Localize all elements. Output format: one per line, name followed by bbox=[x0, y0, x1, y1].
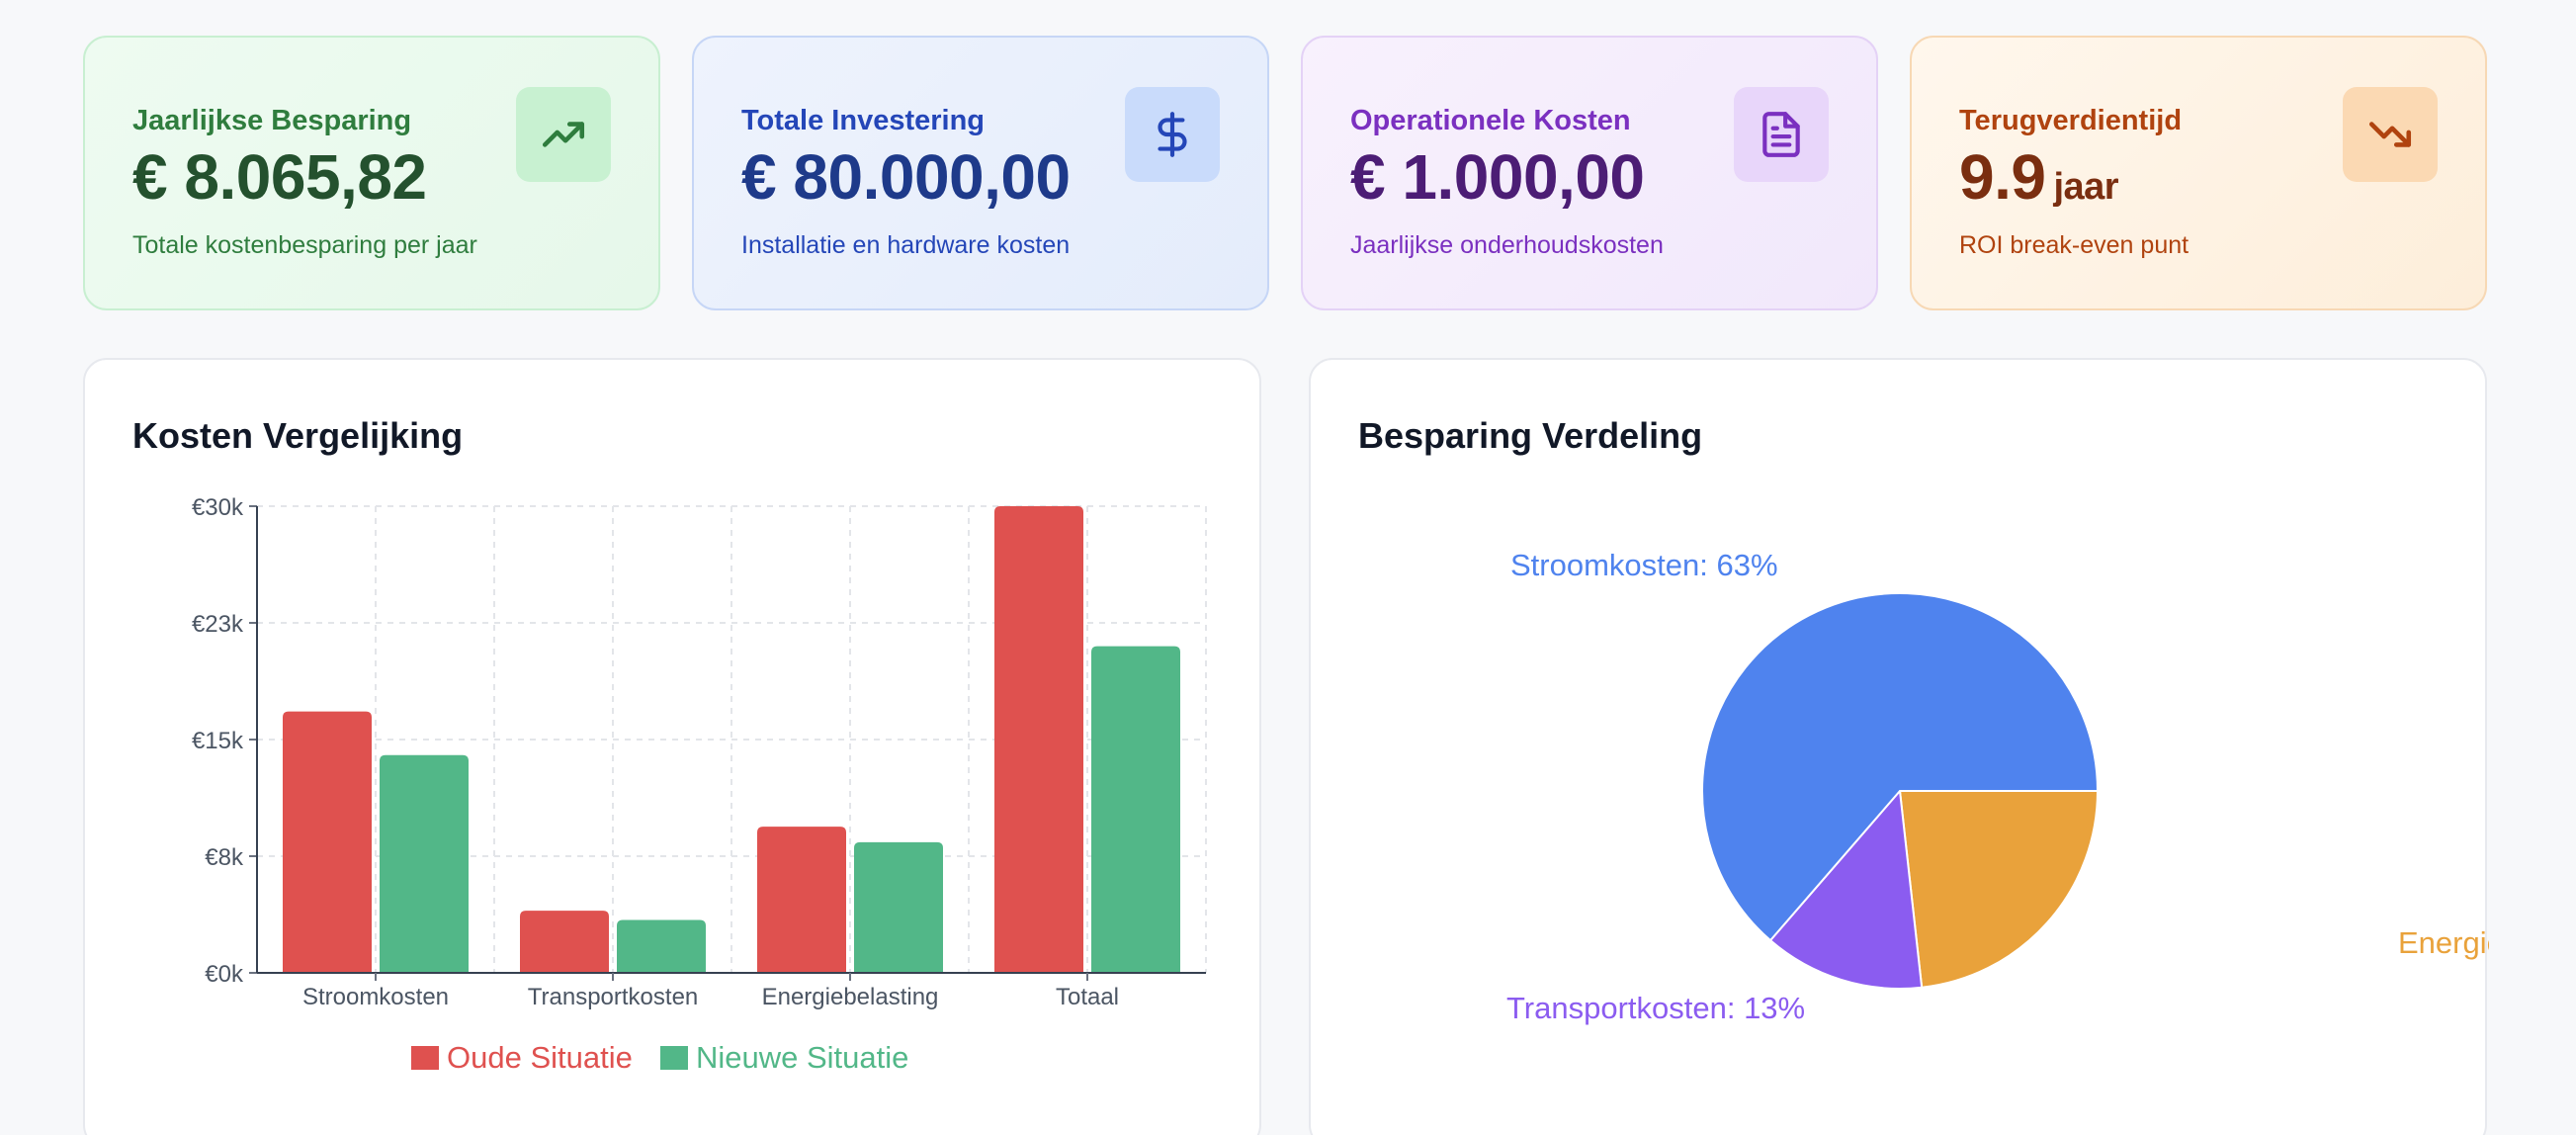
stat-value: € 1.000,00 bbox=[1350, 141, 1645, 213]
stat-subtitle: Installatie en hardware kosten bbox=[741, 231, 1071, 259]
stat-card-operational-costs: Operationele Kosten € 1.000,00 Jaarlijks… bbox=[1301, 36, 1878, 310]
x-tick-label: Stroomkosten bbox=[302, 984, 449, 1010]
pie-slice-transportkosten[interactable] bbox=[1768, 788, 1924, 990]
stat-unit: jaar bbox=[2053, 166, 2119, 208]
cost-comparison-panel: Kosten Vergelijking €0k €8k €15k €23k €30k St… bbox=[83, 358, 1261, 1135]
stat-title: Terugverdientijd bbox=[1959, 105, 2183, 136]
y-tick-label: €23k bbox=[192, 611, 244, 638]
stat-card-annual-savings: Jaarlijkse Besparing € 8.065,82 Totale k… bbox=[83, 36, 660, 310]
stat-title: Operationele Kosten bbox=[1350, 105, 1631, 136]
trending-up-icon bbox=[516, 87, 611, 182]
document-icon bbox=[1734, 87, 1829, 182]
legend-label-new: Nieuwe Situatie bbox=[696, 1040, 908, 1075]
savings-split-chart: Stroomkosten: 63% Energiebelasting: 23% Tr… bbox=[1506, 548, 2489, 1025]
legend-swatch-new bbox=[660, 1046, 688, 1070]
bar-old-situation[interactable] bbox=[994, 506, 1083, 973]
bar-new-situation[interactable] bbox=[1091, 646, 1180, 973]
trending-down-icon bbox=[2343, 87, 2438, 182]
x-tick-label: Totaal bbox=[1056, 984, 1119, 1010]
stat-value: € 8.065,82 bbox=[132, 141, 427, 213]
dollar-icon bbox=[1125, 87, 1220, 182]
stat-subtitle: Jaarlijkse onderhoudskosten bbox=[1350, 231, 1664, 259]
y-tick-label: €8k bbox=[205, 844, 244, 871]
stat-title: Jaarlijkse Besparing bbox=[132, 105, 412, 136]
bar-new-situation[interactable] bbox=[380, 754, 469, 973]
bar-new-situation[interactable] bbox=[854, 841, 943, 973]
stat-card-payback-period: Terugverdientijd 9.9 jaar ROI break-even … bbox=[1910, 36, 2487, 310]
stat-value: € 80.000,00 bbox=[741, 141, 1071, 213]
y-tick-label: €0k bbox=[205, 961, 244, 988]
pie-label-stroomkosten: Stroomkosten: 63% bbox=[1510, 548, 1778, 582]
y-tick-label: €30k bbox=[192, 494, 244, 521]
bar-old-situation[interactable] bbox=[283, 711, 372, 973]
stat-subtitle: Totale kostenbesparing per jaar bbox=[132, 231, 477, 259]
stat-title: Totale Investering bbox=[741, 105, 986, 136]
legend-label-old: Oude Situatie bbox=[447, 1040, 633, 1075]
savings-split-panel: Besparing Verdeling Stroomkosten: 63% Ene… bbox=[1309, 358, 2489, 1135]
stat-subtitle: ROI break-even punt bbox=[1959, 231, 2190, 259]
stat-value: 9.9 jaar bbox=[1959, 141, 2119, 213]
panel-title: Kosten Vergelijking bbox=[132, 415, 464, 456]
pie-label-energiebelasting: Energiebelasting: 23% bbox=[2398, 925, 2489, 960]
stat-card-total-investment: Totale Investering € 80.000,00 Installat… bbox=[692, 36, 1269, 310]
cost-comparison-chart: €0k €8k €15k €23k €30k Stroomkosten Transportk… bbox=[192, 494, 1207, 1075]
x-tick-label: Energiebelasting bbox=[762, 984, 939, 1010]
x-tick-label: Transportkosten bbox=[528, 984, 699, 1010]
y-tick-label: €15k bbox=[192, 728, 244, 754]
bar-new-situation[interactable] bbox=[617, 919, 706, 973]
pie-slice-stroomkosten[interactable] bbox=[1701, 592, 2100, 942]
bar-old-situation[interactable] bbox=[520, 911, 609, 973]
legend-swatch-old bbox=[411, 1046, 439, 1070]
pie-slice-energiebelasting[interactable] bbox=[1898, 790, 2100, 989]
pie-label-transportkosten: Transportkosten: 13% bbox=[1506, 991, 1805, 1025]
bar-old-situation[interactable] bbox=[757, 827, 846, 973]
panel-title: Besparing Verdeling bbox=[1358, 415, 1703, 456]
